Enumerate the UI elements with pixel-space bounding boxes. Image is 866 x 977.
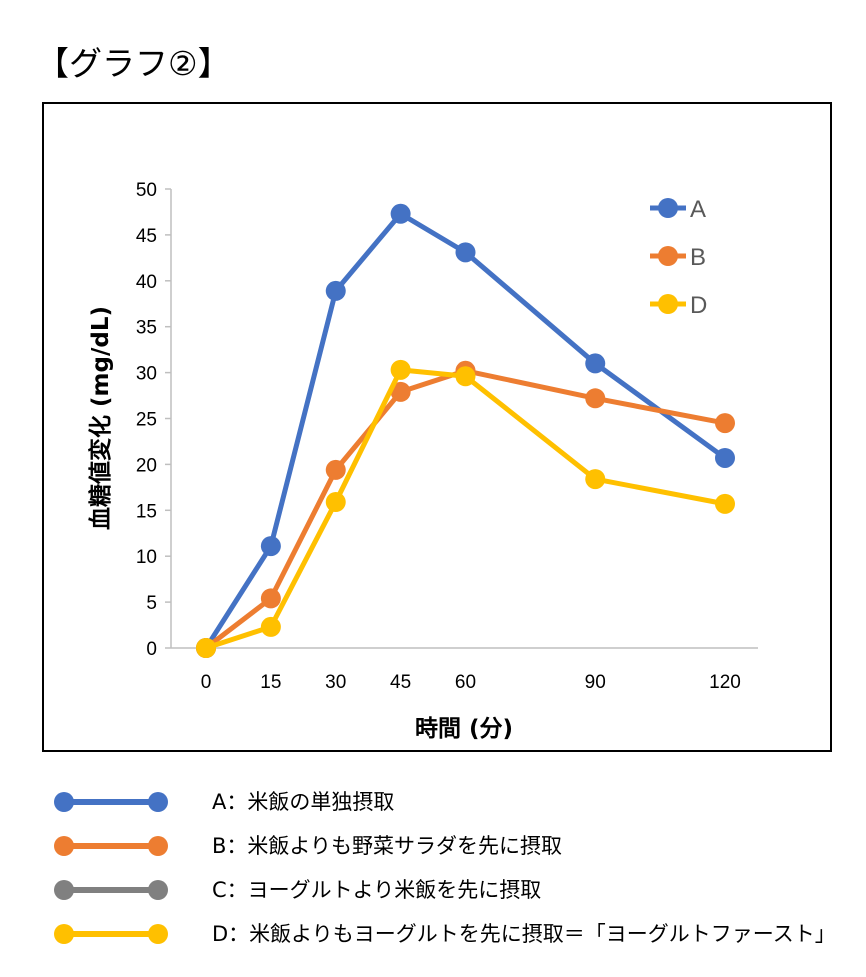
legend-swatch-dot — [148, 792, 168, 812]
data-point-d — [325, 492, 346, 513]
page-title: 【グラフ②】 — [36, 44, 231, 83]
x-tick-label: 45 — [390, 672, 411, 693]
legend-swatch-d — [54, 924, 168, 944]
legend-row-c: C：ヨーグルトより米飯を先に摂取 — [0, 868, 866, 912]
legend-marker-b — [658, 246, 678, 266]
data-point-a — [325, 280, 346, 301]
y-tick-label: 10 — [136, 547, 157, 568]
legend-marker-a — [658, 198, 678, 218]
legend-row-a: A：米飯の単独摂取 — [0, 780, 866, 824]
x-tick-label: 0 — [201, 672, 212, 693]
y-tick-label: 15 — [136, 501, 157, 522]
y-tick-label: 0 — [146, 639, 157, 660]
series-line-a — [203, 211, 727, 650]
legend-swatch-dot — [54, 880, 74, 900]
legend-swatch-b — [54, 836, 168, 856]
legend-label-d: D — [690, 292, 707, 319]
x-tick-label: 120 — [709, 672, 741, 693]
data-point-d — [196, 638, 216, 658]
x-tick-label: 60 — [455, 672, 476, 693]
y-tick-label: 5 — [146, 593, 157, 614]
series-line-d — [205, 367, 726, 651]
legend-swatch-dot — [54, 924, 74, 944]
legend-label-c: C：ヨーグルトより米飯を先に摂取 — [212, 878, 542, 902]
y-tick-label: 40 — [136, 272, 157, 293]
data-point-b — [585, 388, 606, 409]
y-tick-label: 25 — [136, 410, 157, 431]
y-axis-title: 血糖値変化 (mg/dL) — [87, 306, 114, 530]
legend-label-b: B — [690, 244, 706, 271]
data-point-d — [260, 616, 281, 637]
y-tick-label: 35 — [136, 318, 157, 339]
chart-frame: 0 5 10 15 20 25 30 35 40 45 50 0 15 30 45 60 90 120 時間 (分)… — [42, 102, 832, 752]
data-point-d — [390, 359, 411, 380]
legend-label-a: A：米飯の単独摂取 — [212, 790, 395, 814]
x-tick-label: 90 — [585, 672, 606, 693]
data-point-a — [390, 203, 411, 224]
y-tick-label: 20 — [136, 455, 157, 476]
data-point-a — [260, 536, 281, 557]
data-point-d — [455, 366, 476, 387]
legend-swatch-dot — [148, 880, 168, 900]
x-tick-label: 15 — [260, 672, 281, 693]
data-point-b — [715, 413, 735, 434]
data-point-b — [260, 588, 281, 609]
legend-swatch-a — [54, 792, 168, 812]
data-point-a — [585, 353, 606, 374]
legend-swatch-dot — [54, 792, 74, 812]
legend-marker-d — [658, 294, 678, 314]
y-tick-label: 30 — [136, 364, 157, 385]
legend-swatch-dot — [54, 836, 74, 856]
data-point-d — [715, 493, 735, 514]
legend-row-d: D：米飯よりもヨーグルトを先に摂取＝「ヨーグルトファースト」 — [0, 912, 866, 956]
data-point-b — [390, 381, 411, 402]
y-tick-label: 45 — [136, 226, 157, 247]
legend-label-d: D：米飯よりもヨーグルトを先に摂取＝「ヨーグルトファースト」 — [212, 922, 836, 946]
legend-swatch-dot — [148, 924, 168, 944]
legend-label-a: A — [690, 196, 706, 223]
legend-swatch-c — [54, 880, 168, 900]
legend-label-b: B：米飯よりも野菜サラダを先に摂取 — [212, 834, 562, 858]
data-point-b — [325, 459, 346, 480]
line-chart: 0 5 10 15 20 25 30 35 40 45 50 0 15 30 45 60 90 120 時間 (分)… — [87, 180, 758, 742]
data-point-a — [455, 242, 476, 263]
legend-swatch-dot — [148, 836, 168, 856]
y-tick-label: 50 — [136, 180, 157, 201]
legend-row-b: B：米飯よりも野菜サラダを先に摂取 — [0, 824, 866, 868]
data-point-d — [585, 469, 606, 490]
x-tick-label: 30 — [325, 672, 346, 693]
x-axis-title: 時間 (分) — [415, 716, 513, 742]
data-point-a — [715, 447, 735, 468]
